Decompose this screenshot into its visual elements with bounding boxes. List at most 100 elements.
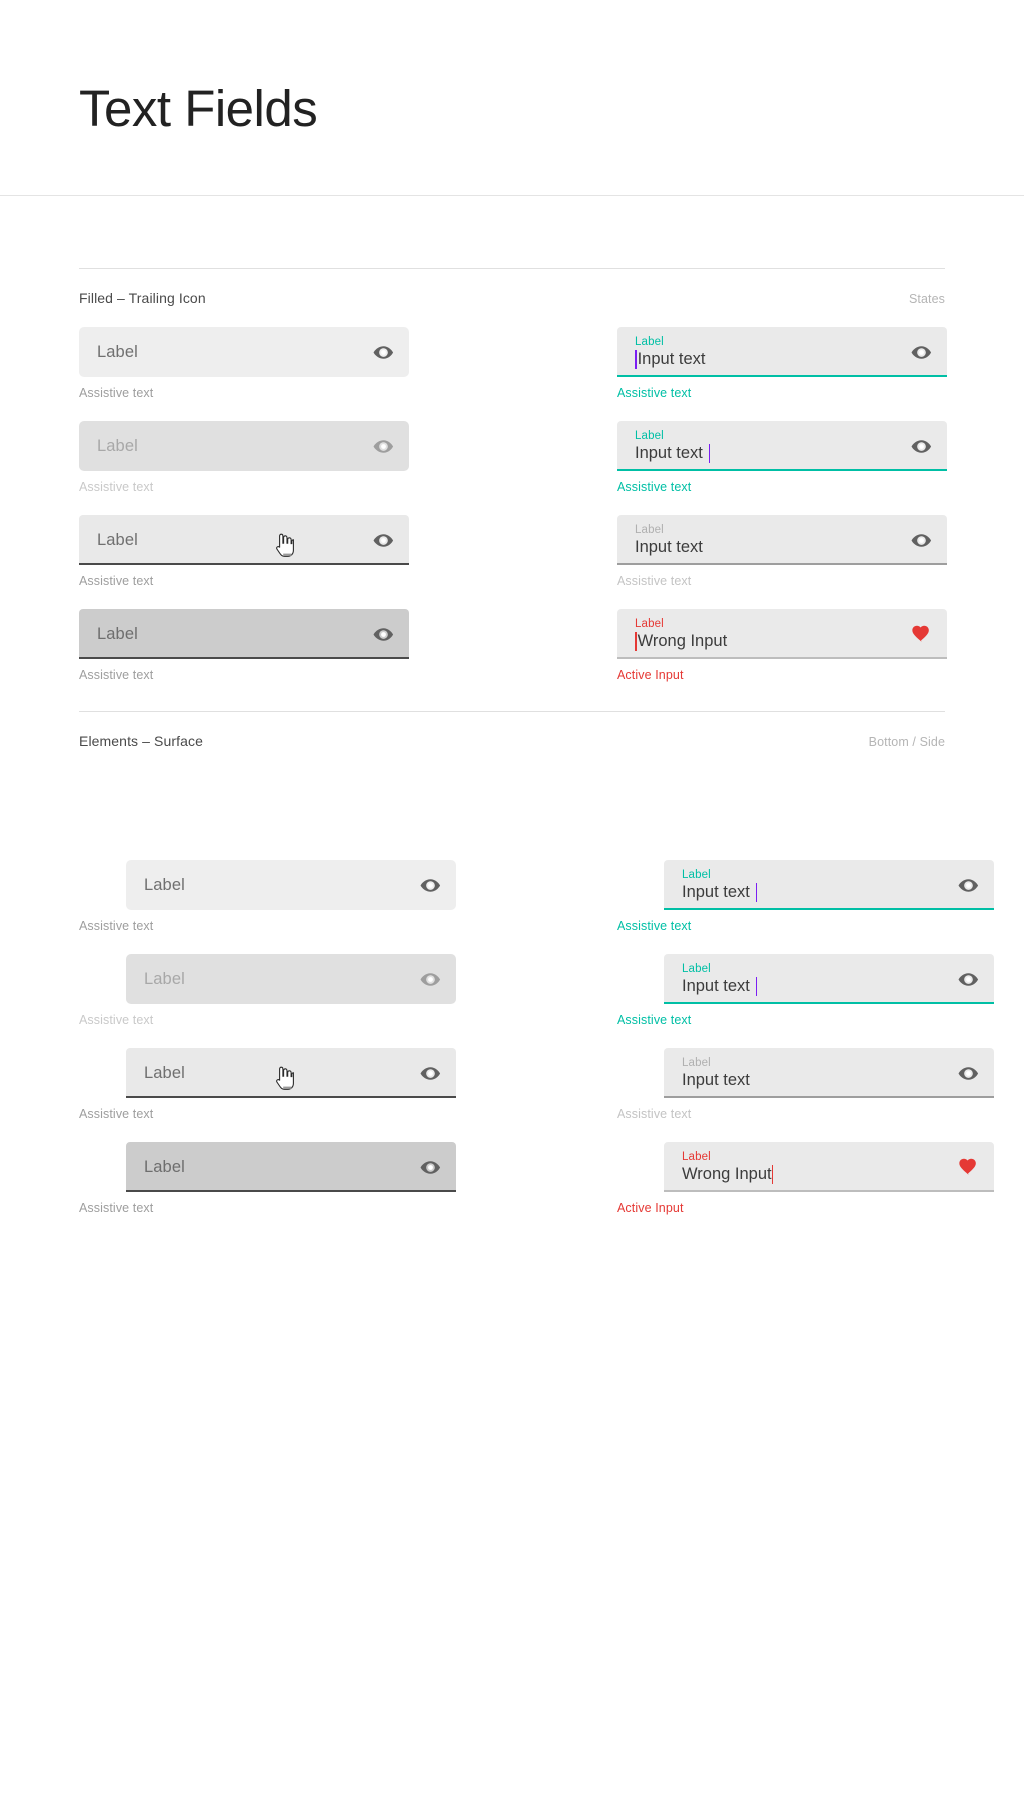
heart-icon[interactable]	[909, 622, 933, 646]
field-value-text: Input text	[635, 443, 703, 462]
field-value-text: Input text	[637, 349, 706, 368]
field-assistive-text: Assistive text	[617, 480, 692, 494]
text-field-row-left: Label Assistive text	[79, 1048, 456, 1121]
text-field-row-right: Label Input text Assistive text	[617, 515, 947, 588]
text-field-filled[interactable]: Label Input text	[664, 1048, 994, 1098]
text-field-content[interactable]: Label	[144, 1142, 408, 1192]
field-floating-label: Label	[682, 962, 711, 975]
text-field-pressed[interactable]: Label	[79, 515, 409, 565]
text-field-hover[interactable]: Label	[79, 421, 409, 471]
text-field-content[interactable]: Label Input text	[682, 1048, 946, 1098]
field-assistive-text: Assistive text	[79, 1013, 154, 1027]
field-assistive-text: Assistive text	[617, 386, 692, 400]
text-field-row-right: Label Input text Assistive text	[617, 1048, 994, 1121]
text-field-row-left: Label Assistive text	[79, 515, 409, 588]
eye-icon[interactable]	[371, 528, 395, 552]
text-field-focused[interactable]: Label Input text	[664, 954, 994, 1004]
header-divider	[0, 195, 1024, 196]
field-assistive-text: Assistive text	[617, 1107, 692, 1121]
heart-icon[interactable]	[956, 1155, 980, 1179]
text-field-hover[interactable]: Label	[126, 954, 456, 1004]
text-field-content[interactable]: Label	[97, 515, 361, 565]
text-field-focused[interactable]: Label Input text	[617, 327, 947, 377]
text-field-enabled[interactable]: Label	[126, 860, 456, 910]
text-field-error[interactable]: Label Wrong Input	[664, 1142, 994, 1192]
text-field-content[interactable]: Label Wrong Input	[635, 609, 899, 659]
eye-icon[interactable]	[909, 340, 933, 364]
field-assistive-text: Active Input	[617, 668, 684, 682]
text-field-content[interactable]: Label	[97, 421, 361, 471]
text-field-content[interactable]: Label	[144, 954, 408, 1004]
eye-icon[interactable]	[956, 967, 980, 991]
eye-icon[interactable]	[418, 967, 442, 991]
section-header: Elements – Surface Bottom / Side	[79, 733, 945, 749]
field-value[interactable]: Input text	[682, 976, 946, 996]
page-title: Text Fields	[79, 80, 318, 137]
field-underline	[664, 1190, 994, 1192]
text-field-active[interactable]: Label	[79, 609, 409, 659]
field-placeholder-label: Label	[144, 969, 185, 988]
field-placeholder-label: Label	[144, 1157, 185, 1176]
text-field-content[interactable]: Label	[97, 327, 361, 377]
field-value[interactable]: Input text	[635, 538, 899, 557]
field-floating-label: Label	[682, 1150, 711, 1163]
text-field-focused[interactable]: Label Input text	[664, 860, 994, 910]
text-field-enabled[interactable]: Label	[79, 327, 409, 377]
eye-icon[interactable]	[956, 873, 980, 897]
eye-icon[interactable]	[371, 434, 395, 458]
field-value[interactable]: Wrong Input	[682, 1164, 946, 1184]
field-underline	[617, 375, 947, 377]
text-field-content[interactable]: Label	[97, 609, 361, 659]
field-assistive-text: Assistive text	[617, 1013, 692, 1027]
eye-icon[interactable]	[909, 528, 933, 552]
section-title: Filled – Trailing Icon	[79, 290, 206, 306]
eye-icon[interactable]	[418, 1061, 442, 1085]
text-field-focused[interactable]: Label Input text	[617, 421, 947, 471]
field-value[interactable]: Input text	[682, 882, 946, 902]
text-field-row-right: Label Wrong Input Active Input	[617, 1142, 994, 1215]
field-placeholder-label: Label	[97, 624, 138, 643]
text-field-content[interactable]: Label Input text	[635, 327, 899, 377]
text-field-content[interactable]: Label Input text	[682, 860, 946, 910]
field-value[interactable]: Wrong Input	[635, 631, 899, 651]
text-field-content[interactable]: Label Input text	[682, 954, 946, 1004]
field-value[interactable]: Input text	[635, 349, 899, 369]
field-underline	[617, 469, 947, 471]
field-value-text: Input text	[682, 976, 750, 995]
field-value-text: Input text	[682, 882, 750, 901]
field-assistive-text: Assistive text	[79, 1201, 154, 1215]
field-floating-label: Label	[635, 523, 664, 536]
eye-icon[interactable]	[371, 340, 395, 364]
field-assistive-text: Active Input	[617, 1201, 684, 1215]
text-field-content[interactable]: Label Input text	[635, 421, 899, 471]
field-floating-label: Label	[635, 429, 664, 442]
field-value[interactable]: Input text	[682, 1071, 946, 1090]
text-field-pressed[interactable]: Label	[126, 1048, 456, 1098]
text-field-error[interactable]: Label Wrong Input	[617, 609, 947, 659]
eye-icon[interactable]	[371, 622, 395, 646]
field-floating-label: Label	[635, 335, 664, 348]
field-value[interactable]: Input text	[635, 443, 899, 463]
field-assistive-text: Assistive text	[617, 574, 692, 588]
text-field-content[interactable]: Label	[144, 860, 408, 910]
text-field-content[interactable]: Label Wrong Input	[682, 1142, 946, 1192]
text-caret	[771, 1164, 774, 1184]
field-underline	[617, 657, 947, 659]
eye-icon[interactable]	[956, 1061, 980, 1085]
text-field-row-left: Label Assistive text	[79, 421, 409, 494]
field-assistive-text: Assistive text	[79, 480, 154, 494]
text-field-content[interactable]: Label Input text	[635, 515, 899, 565]
field-floating-label: Label	[682, 868, 711, 881]
eye-icon[interactable]	[418, 1155, 442, 1179]
text-field-filled[interactable]: Label Input text	[617, 515, 947, 565]
eye-icon[interactable]	[418, 873, 442, 897]
eye-icon[interactable]	[909, 434, 933, 458]
text-field-row-left: Label Assistive text	[79, 327, 409, 400]
section-meta: Bottom / Side	[868, 735, 945, 749]
field-placeholder-label: Label	[97, 436, 138, 455]
text-field-row-left: Label Assistive text	[79, 1142, 456, 1215]
text-caret	[755, 882, 758, 902]
text-field-content[interactable]: Label	[144, 1048, 408, 1098]
text-field-active[interactable]: Label	[126, 1142, 456, 1192]
